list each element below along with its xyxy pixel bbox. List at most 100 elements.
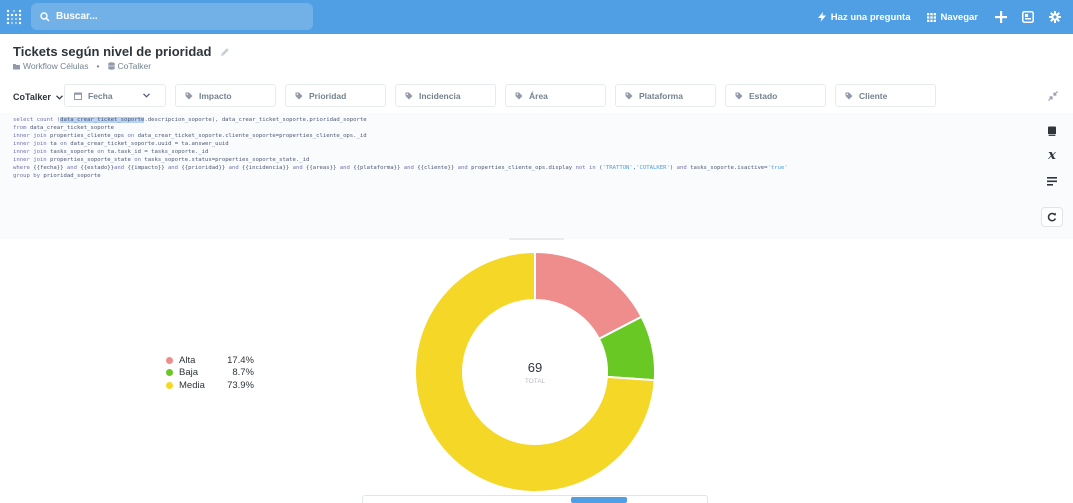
filter-plataforma[interactable]: Plataforma <box>615 84 716 107</box>
sql-line[interactable]: inner join properties_soporte_state on t… <box>13 156 788 164</box>
sql-token: tasks_soporte.isactive= <box>686 165 768 172</box>
top-navbar: Haz una pregunta Navegar <box>0 0 1073 34</box>
total-value: 69 <box>528 360 542 375</box>
sql-token: {{impacto}} <box>124 165 168 172</box>
page-title[interactable]: Tickets según nivel de prioridad <box>13 44 212 59</box>
filter-estado[interactable]: Estado <box>725 84 826 107</box>
gear-icon <box>1049 11 1061 23</box>
data-reference-button[interactable] <box>1041 121 1063 141</box>
sql-keyword: on <box>134 157 141 164</box>
sql-string: 'COTALKER' <box>636 165 670 172</box>
search-input[interactable] <box>56 11 296 22</box>
sql-keyword: and <box>403 165 414 172</box>
sql-keyword: inner join <box>13 149 47 156</box>
sql-keyword: and <box>339 165 350 172</box>
sql-line[interactable]: inner join properties_cliente_ops on dat… <box>13 132 788 140</box>
sql-line[interactable]: where {{fecha}} and {{estado}}and {{impa… <box>13 164 788 172</box>
filter-label: Cliente <box>859 90 888 101</box>
filter-label: Área <box>529 90 548 101</box>
sql-token: properties_cliente_ops.display <box>467 165 576 172</box>
browse-button[interactable]: Navegar <box>926 11 979 23</box>
filter-area[interactable]: Área <box>505 84 606 107</box>
sql-token: {{estado}} <box>77 165 115 172</box>
ask-question-button[interactable]: Haz una pregunta <box>817 12 911 23</box>
tag-icon <box>845 92 853 99</box>
variables-button[interactable]: x <box>1041 145 1063 165</box>
sql-token: ) <box>669 165 677 172</box>
sql-token: tasks_soporte.status=properties_soporte_… <box>141 157 310 164</box>
activity-button[interactable] <box>1022 11 1034 23</box>
legend-item-baja[interactable]: Baja 8.7% <box>166 367 254 380</box>
sql-selection: data_crear_ticket_soporte <box>60 117 145 123</box>
sql-keyword: inner join <box>13 141 47 148</box>
legend-percent: 8.7% <box>232 367 254 379</box>
refresh-icon <box>1047 212 1057 222</box>
filter-fecha[interactable]: Fecha <box>64 84 166 107</box>
sql-token: properties_cliente_ops <box>46 133 128 140</box>
visualization-toggle[interactable] <box>362 495 708 503</box>
sql-keyword: select count ( <box>13 117 61 123</box>
sql-string: 'true' <box>767 165 788 172</box>
sql-token: {{fecha}} <box>29 165 67 172</box>
pencil-icon[interactable] <box>220 47 230 57</box>
folder-icon <box>13 63 20 69</box>
collection-crumb[interactable]: Workflow Células <box>13 61 89 71</box>
legend-name: Media <box>179 379 205 391</box>
legend-percent: 73.9% <box>227 379 254 391</box>
calendar-icon <box>74 92 82 100</box>
search-bar[interactable] <box>31 3 313 30</box>
filter-label: Fecha <box>88 90 113 101</box>
sql-keyword: on <box>60 141 67 148</box>
donut-slice-alta[interactable] <box>534 250 643 341</box>
database-selector[interactable]: CoTalker <box>13 92 63 102</box>
lightning-icon <box>817 12 826 22</box>
sql-code[interactable]: select count (data_crear_ticket_soporte.… <box>13 116 788 180</box>
snippets-button[interactable] <box>1041 171 1063 191</box>
editor-resize-handle[interactable] <box>509 238 564 240</box>
sql-line[interactable]: select count (data_crear_ticket_soporte.… <box>13 116 788 124</box>
legend-dot <box>166 381 173 389</box>
run-query-button[interactable] <box>1041 207 1063 227</box>
browse-label: Navegar <box>940 11 979 23</box>
new-button[interactable] <box>995 11 1007 23</box>
sql-token: ta.task_id = tasks_soporte._id <box>103 149 209 156</box>
database-icon <box>107 62 115 70</box>
legend-item-alta[interactable]: Alta 17.4% <box>166 354 254 367</box>
sql-keyword: and <box>167 165 179 172</box>
sql-keyword: group by <box>13 173 40 180</box>
sql-line[interactable]: group by prioridad_soporte <box>13 172 788 180</box>
visualization-toggle-active[interactable] <box>571 497 627 503</box>
donut-slice-media[interactable] <box>414 250 656 493</box>
sql-token: .descripcion_soporte), data_crear_ticket… <box>144 117 367 123</box>
metabase-logo-icon[interactable] <box>6 9 22 25</box>
filter-bar: CoTalker Fecha Impacto Prioridad Inciden… <box>0 84 1073 110</box>
breadcrumb-separator: • <box>96 61 100 71</box>
breadcrumb: Workflow Células • CoTalker <box>13 61 151 71</box>
filter-prioridad[interactable]: Prioridad <box>285 84 386 107</box>
sql-token: , <box>632 165 637 172</box>
database-crumb[interactable]: CoTalker <box>107 61 151 71</box>
settings-button[interactable] <box>1049 11 1061 23</box>
sql-token: {{plataforma}} <box>349 165 404 172</box>
sql-string: 'TRATTON' <box>602 165 633 172</box>
sql-line[interactable]: inner join tasks_soporte on ta.task_id =… <box>13 148 788 156</box>
donut-slice-baja[interactable] <box>597 315 656 382</box>
collection-name: Workflow Células <box>23 61 89 71</box>
sql-line[interactable]: inner join ta on data_crear_ticket_sopor… <box>13 140 788 148</box>
search-icon <box>40 11 50 22</box>
sql-token: properties_soporte_state <box>46 157 135 164</box>
tag-icon <box>295 92 303 99</box>
legend-percent: 17.4% <box>227 354 254 366</box>
filter-incidencia[interactable]: Incidencia <box>395 84 496 107</box>
chevron-down-icon <box>143 93 150 98</box>
legend-item-media[interactable]: Media 73.9% <box>166 379 254 392</box>
legend-name: Alta <box>179 354 196 366</box>
collapse-icon[interactable] <box>1048 91 1058 101</box>
filter-cliente[interactable]: Cliente <box>835 84 936 107</box>
sql-editor[interactable]: select count (data_crear_ticket_soporte.… <box>0 113 1073 239</box>
sql-token: ( <box>595 165 603 172</box>
sql-line[interactable]: from data_crear_ticket_soporte <box>13 124 788 132</box>
filter-impacto[interactable]: Impacto <box>175 84 276 107</box>
tag-icon <box>625 92 633 99</box>
tag-icon <box>735 92 743 99</box>
